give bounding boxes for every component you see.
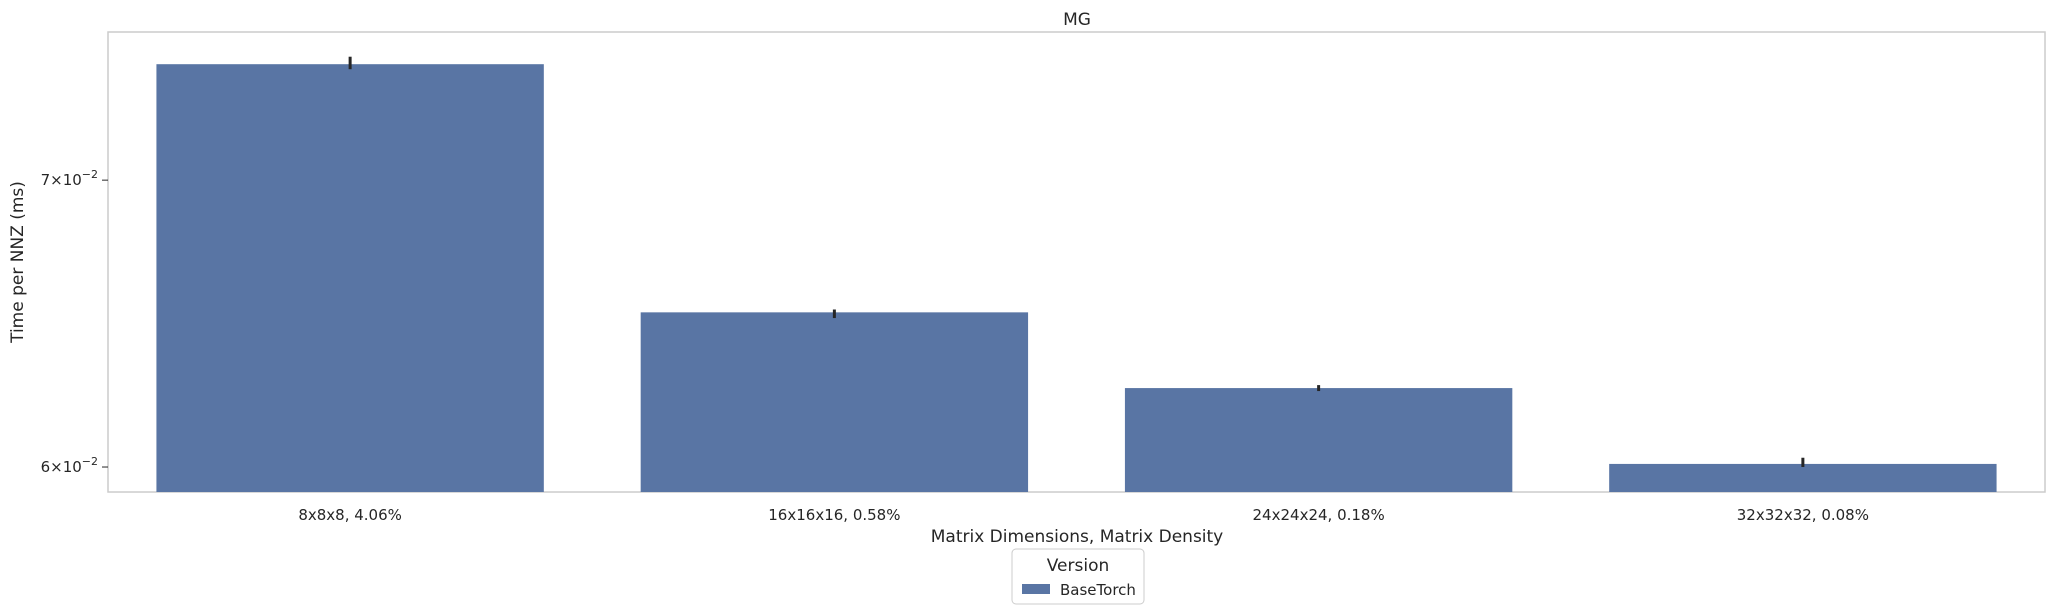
error-bars-layer bbox=[348, 56, 1805, 468]
y-tick-label-0: 6×10−2 bbox=[41, 455, 98, 476]
bar-2 bbox=[1124, 388, 1513, 492]
chart-title: MG bbox=[1063, 10, 1091, 30]
y-axis-label: Time per NNZ (ms) bbox=[8, 181, 28, 344]
plot-area-frame bbox=[107, 31, 2046, 493]
x-axis-ticks: 8x8x8, 4.06% 16x16x16, 0.58% 24x24x24, 0.1… bbox=[298, 506, 1869, 524]
x-axis-label: Matrix Dimensions, Matrix Density bbox=[931, 527, 1224, 547]
bars-layer bbox=[156, 64, 1997, 493]
x-tick-label-3: 32x32x32, 0.08% bbox=[1737, 506, 1869, 524]
y-tick-label-1: 7×10−2 bbox=[41, 168, 98, 189]
legend-swatch-basetorch bbox=[1022, 584, 1050, 594]
bar-0 bbox=[156, 64, 544, 493]
legend-item-basetorch: BaseTorch bbox=[1060, 581, 1136, 599]
legend: Version BaseTorch bbox=[1011, 548, 1145, 605]
x-tick-label-2: 24x24x24, 0.18% bbox=[1253, 506, 1385, 524]
bar-3 bbox=[1609, 463, 1997, 492]
x-tick-label-1: 16x16x16, 0.58% bbox=[768, 506, 900, 524]
x-tick-label-0: 8x8x8, 4.06% bbox=[298, 506, 402, 524]
legend-title: Version bbox=[1047, 556, 1110, 576]
y-axis-ticks: 6×10−2 7×10−2 bbox=[41, 168, 108, 476]
bar-1 bbox=[640, 312, 1029, 492]
